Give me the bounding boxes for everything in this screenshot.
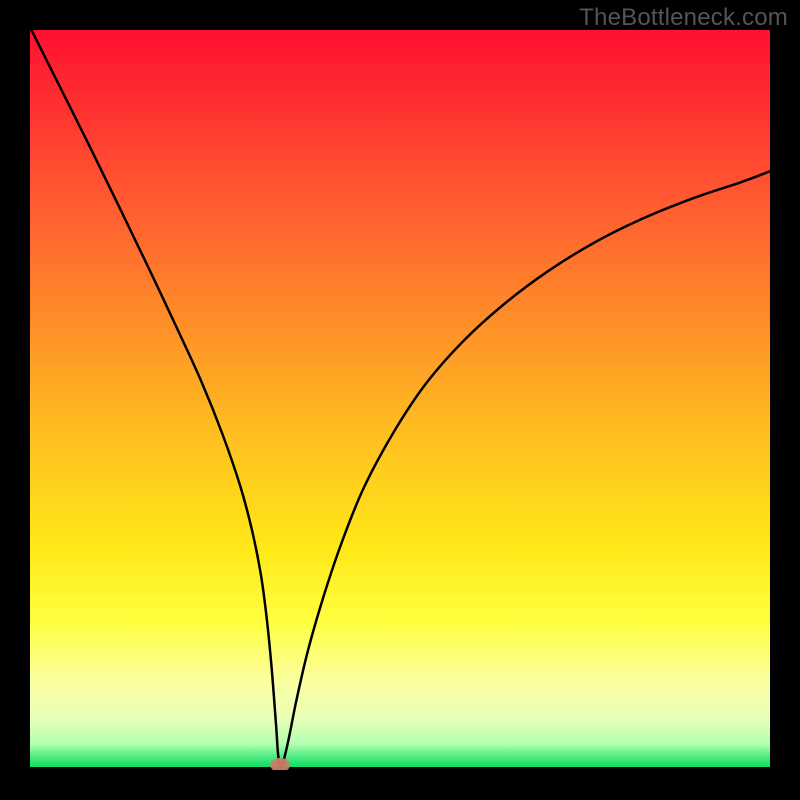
plot-frame [30,30,770,770]
minimum-marker [270,758,290,770]
watermark-text: TheBottleneck.com [579,4,788,32]
plot-area [30,30,770,770]
bottleneck-curve [30,30,770,767]
curve-layer [30,30,770,770]
